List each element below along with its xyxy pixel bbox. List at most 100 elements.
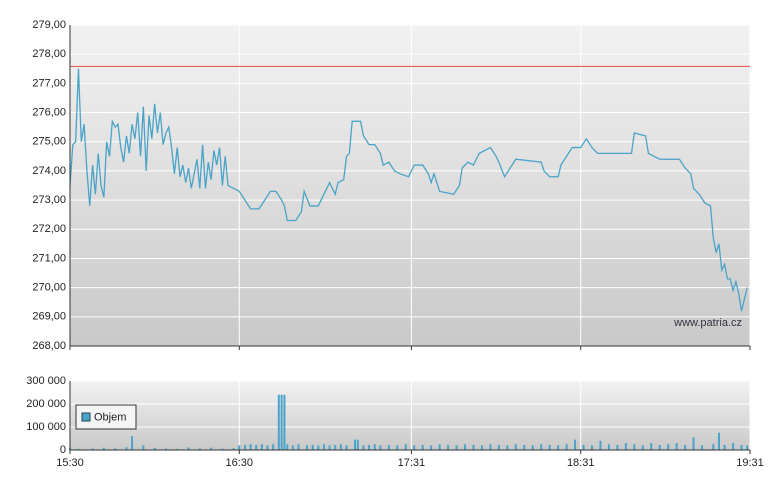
volume-bar	[472, 444, 475, 450]
volume-bar	[353, 439, 356, 450]
y-tick-label: 100 000	[26, 421, 66, 433]
volume-bar	[523, 444, 526, 450]
x-tick-label: 18:31	[567, 457, 595, 469]
volume-bar	[413, 445, 416, 450]
volume-bar	[430, 445, 433, 450]
volume-bar	[243, 444, 246, 450]
volume-bar	[125, 447, 128, 450]
volume-bar	[221, 448, 224, 450]
volume-bar	[210, 447, 213, 450]
volume-bar	[334, 444, 337, 450]
volume-bar	[286, 444, 289, 450]
volume-bar	[641, 445, 644, 450]
volume-bar	[447, 444, 450, 450]
volume-bar	[373, 444, 376, 450]
volume-bar	[590, 445, 593, 450]
volume-bar	[684, 444, 687, 450]
volume-bar	[599, 440, 602, 450]
volume-bar	[480, 445, 483, 450]
y-tick-label: 274,00	[32, 165, 66, 177]
y-tick-label: 275,00	[32, 136, 66, 148]
volume-bar	[497, 444, 500, 450]
legend-label: Objem	[94, 411, 126, 423]
volume-bar	[153, 447, 156, 450]
volume-plot-area	[70, 381, 750, 450]
volume-bar	[732, 443, 735, 450]
volume-bar	[506, 445, 509, 450]
volume-bar	[438, 444, 441, 450]
volume-bar	[692, 437, 695, 450]
volume-bar	[260, 444, 263, 450]
volume-bar	[624, 443, 627, 450]
volume-bar	[464, 444, 467, 450]
y-tick-label: 276,00	[32, 106, 66, 118]
volume-bar	[283, 394, 286, 450]
volume-bar	[712, 444, 715, 450]
volume-bar	[306, 445, 309, 450]
volume-bar	[142, 445, 145, 450]
y-tick-label: 279,00	[32, 19, 66, 31]
volume-bar	[717, 432, 720, 450]
y-tick-label: 269,00	[32, 311, 66, 323]
x-tick-label: 19:31	[736, 457, 764, 469]
volume-bar	[531, 445, 534, 450]
volume-bar	[277, 394, 280, 450]
volume-bar	[280, 394, 283, 450]
volume-bar	[255, 444, 258, 450]
volume-bar	[404, 444, 407, 450]
volume-bar	[616, 444, 619, 450]
volume-bar	[339, 444, 342, 450]
volume-bar	[557, 445, 560, 450]
volume-bar	[565, 444, 568, 450]
y-tick-label: 278,00	[32, 48, 66, 60]
volume-bar	[582, 444, 585, 450]
volume-bar	[514, 444, 517, 450]
volume-bar	[421, 444, 424, 450]
y-tick-label: 300 000	[26, 375, 66, 387]
y-tick-label: 272,00	[32, 223, 66, 235]
volume-bar	[633, 444, 636, 450]
volume-bar	[667, 444, 670, 450]
volume-bar	[701, 445, 704, 450]
volume-bar	[232, 448, 235, 450]
volume-bar	[607, 444, 610, 450]
x-tick-label: 15:30	[56, 457, 84, 469]
legend-swatch	[81, 412, 91, 422]
x-tick-label: 17:31	[398, 457, 426, 469]
volume-bar	[176, 448, 179, 450]
volume-bar	[362, 445, 365, 450]
volume-bar	[198, 448, 201, 450]
y-tick-label: 271,00	[32, 252, 66, 264]
volume-bar	[356, 439, 359, 450]
volume-bar	[317, 445, 320, 450]
volume-bar	[489, 444, 492, 450]
volume-bar	[322, 444, 325, 450]
volume-bar	[187, 447, 190, 450]
volume-bar	[368, 444, 371, 450]
volume-bar	[540, 444, 543, 450]
price-plot-area	[70, 25, 750, 346]
volume-bar	[91, 448, 94, 450]
volume-bar	[379, 445, 382, 450]
volume-bar	[548, 444, 551, 450]
volume-bar	[658, 444, 661, 450]
volume-bar	[102, 447, 105, 450]
watermark: www.patria.cz	[673, 317, 742, 329]
volume-bar	[723, 444, 726, 450]
volume-bar	[740, 444, 743, 450]
price-line	[69, 68, 748, 312]
y-tick-label: 273,00	[32, 194, 66, 206]
volume-bar	[266, 445, 269, 450]
volume-bar	[311, 444, 314, 450]
volume-bar	[396, 445, 399, 450]
volume-bar	[164, 448, 167, 450]
volume-bar	[574, 439, 577, 450]
volume-bar	[272, 444, 275, 450]
volume-bar	[131, 436, 134, 450]
volume-bar	[114, 448, 117, 450]
y-tick-label: 0	[60, 444, 66, 456]
volume-bar	[675, 443, 678, 450]
volume-bar	[650, 443, 653, 450]
